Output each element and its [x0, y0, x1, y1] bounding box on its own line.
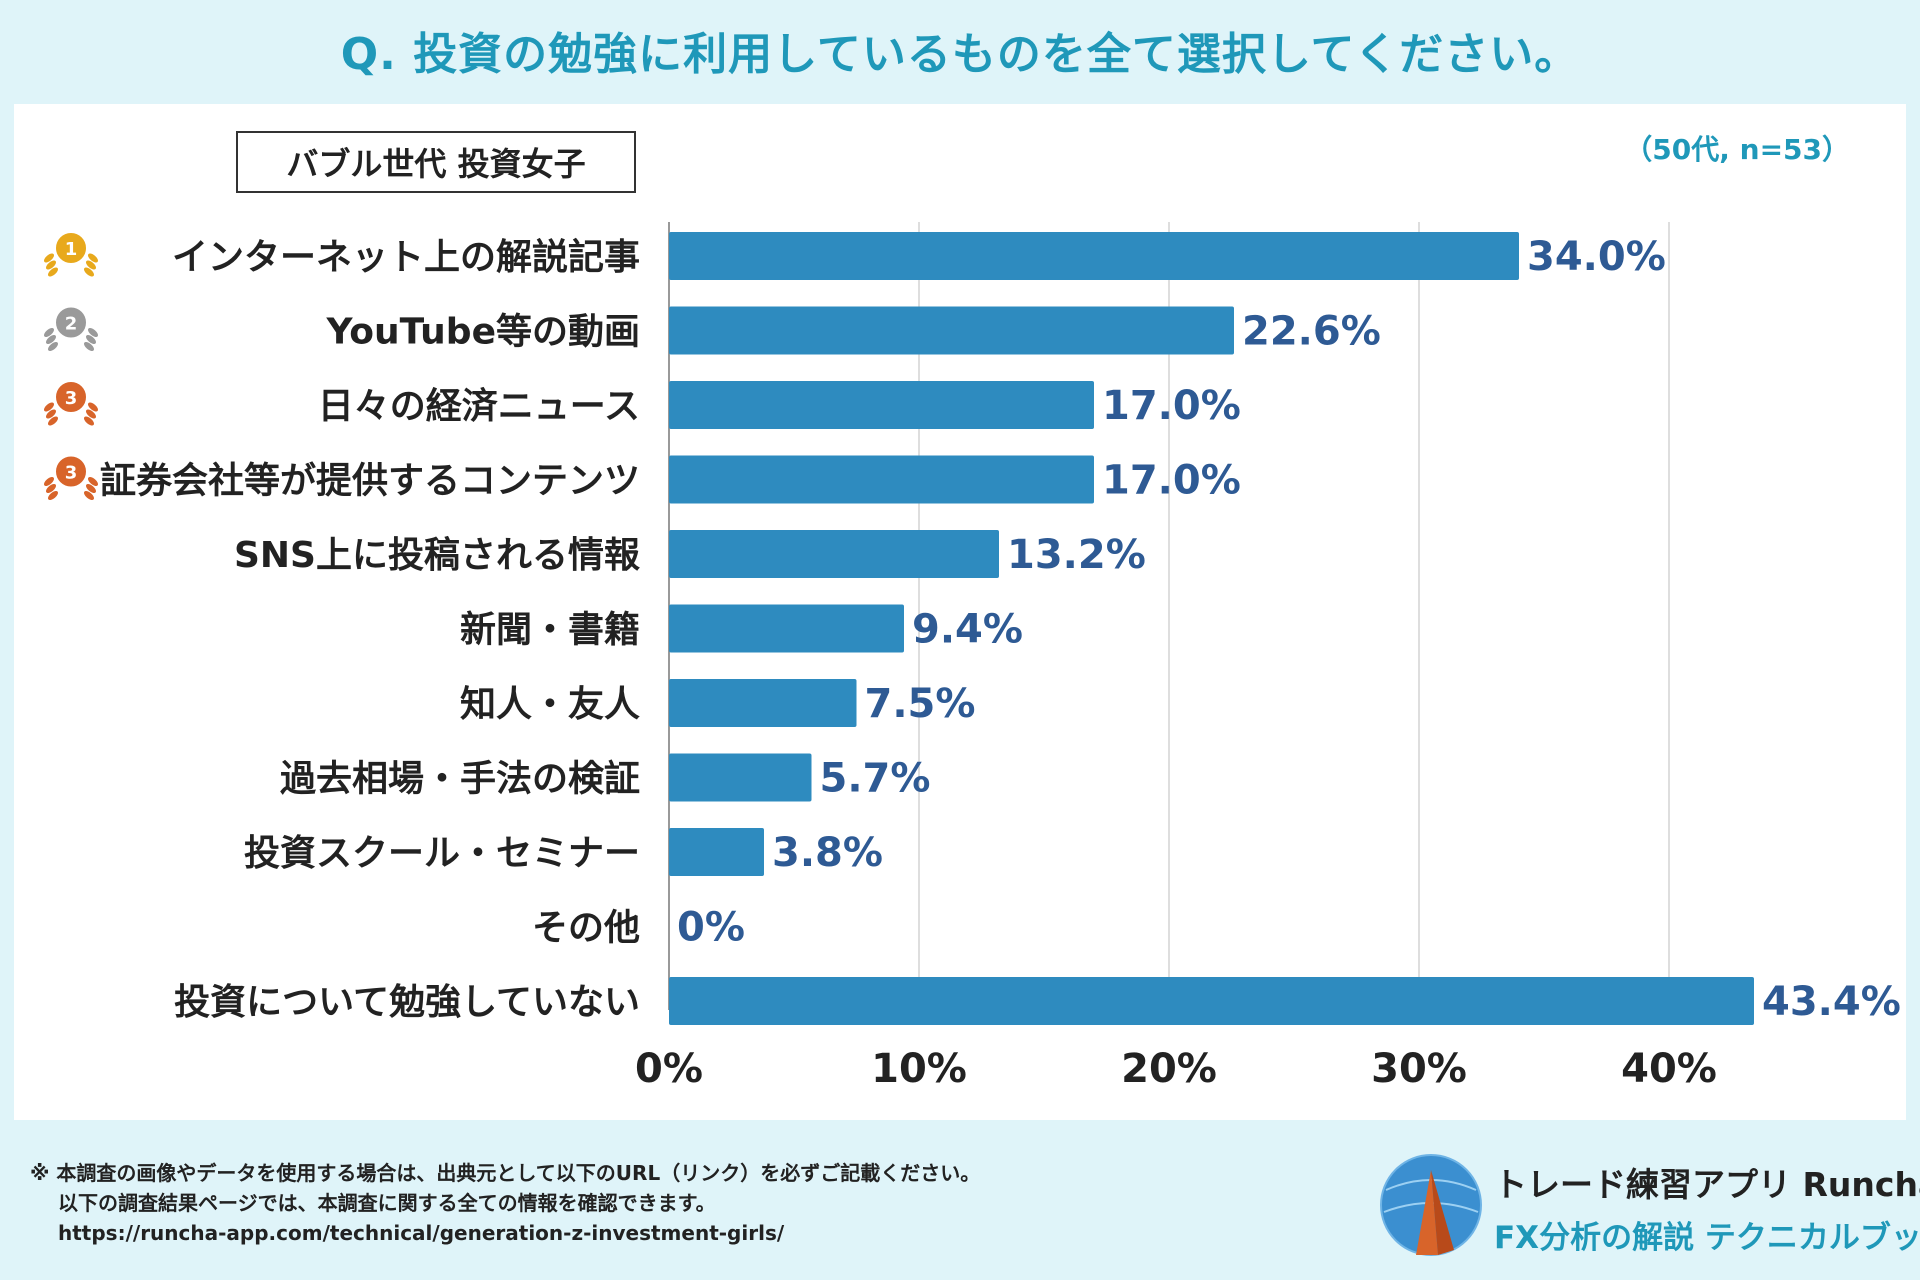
brand-subtitle: FX分析の解説 テクニカルブック [1494, 1220, 1920, 1256]
category-label: YouTube等の動画 [325, 312, 640, 353]
bar-chart: 0% 10% 20% 30% 40%インターネット上の解説記事 34.0%1YouTube… [44, 222, 1901, 1092]
rank-number: 3 [65, 388, 78, 409]
rank-number: 1 [65, 239, 78, 260]
value-label: 3.8% [772, 830, 883, 876]
bar [669, 232, 1519, 280]
runcha-logo-icon [1380, 1154, 1482, 1256]
bar [669, 604, 904, 653]
rank-badge-icon: 1 [44, 231, 98, 277]
bar [669, 679, 857, 727]
value-label: 34.0% [1527, 234, 1666, 280]
category-label: 知人・友人 [460, 684, 640, 725]
category-label: 証券会社等が提供するコンテンツ [100, 461, 640, 502]
value-label: 22.6% [1242, 309, 1381, 355]
value-label: 9.4% [912, 607, 1023, 653]
bar [669, 977, 1754, 1025]
category-label: 投資スクール・セミナー [244, 833, 640, 874]
brand-block: トレード練習アプリ Runcha FX分析の解説 テクニカルブック [1376, 1150, 1920, 1270]
value-label: 17.0% [1102, 458, 1241, 504]
category-label: 過去相場・手法の検証 [280, 759, 640, 800]
value-label: 43.4% [1762, 979, 1901, 1025]
x-tick-label: 40% [1621, 1046, 1717, 1092]
category-label: 日々の経済ニュース [318, 386, 640, 427]
sample-note: （50代, n=53） [1624, 133, 1850, 166]
group-label: バブル世代 投資女子 [236, 131, 636, 193]
bar [669, 753, 812, 802]
x-tick-label: 10% [871, 1046, 967, 1092]
rank-badge-icon: 3 [44, 380, 98, 426]
brand-app-name: トレード練習アプリ Runcha [1494, 1165, 1920, 1204]
x-tick-label: 30% [1371, 1046, 1467, 1092]
bar [669, 381, 1094, 429]
value-label: 13.2% [1007, 532, 1146, 578]
page-title: Q. 投資の勉強に利用しているものを全て選択してください。 [340, 29, 1580, 80]
category-label: SNS上に投稿される情報 [234, 535, 640, 576]
bar [669, 530, 999, 578]
footer-note-line1: ※ 本調査の画像やデータを使用する場合は、出典元として以下のURL（リンク）を必… [30, 1161, 981, 1185]
x-tick-label: 0% [635, 1046, 703, 1092]
x-tick-label: 20% [1121, 1046, 1217, 1092]
value-label: 0% [677, 905, 745, 951]
bar [669, 306, 1234, 355]
footer-note: ※ 本調査の画像やデータを使用する場合は、出典元として以下のURL（リンク）を必… [30, 1158, 980, 1248]
footer-note-line2: 以下の調査結果ページでは、本調査に関する全ての情報を確認できます。 [58, 1191, 716, 1215]
rank-number: 2 [65, 314, 78, 335]
footer-url[interactable]: https://runcha-app.com/technical/generat… [58, 1221, 785, 1245]
bar [669, 828, 764, 876]
rank-badge-icon: 3 [44, 454, 98, 500]
category-label: 投資について勉強していない [174, 982, 640, 1023]
category-label: 新聞・書籍 [460, 610, 640, 651]
value-label: 17.0% [1102, 383, 1241, 429]
category-label: インターネット上の解説記事 [172, 237, 640, 278]
bar [669, 455, 1094, 504]
value-label: 7.5% [865, 681, 976, 727]
rank-number: 3 [65, 463, 78, 484]
rank-badge-icon: 2 [44, 305, 98, 351]
category-label: その他 [532, 908, 640, 949]
value-label: 5.7% [820, 756, 931, 802]
